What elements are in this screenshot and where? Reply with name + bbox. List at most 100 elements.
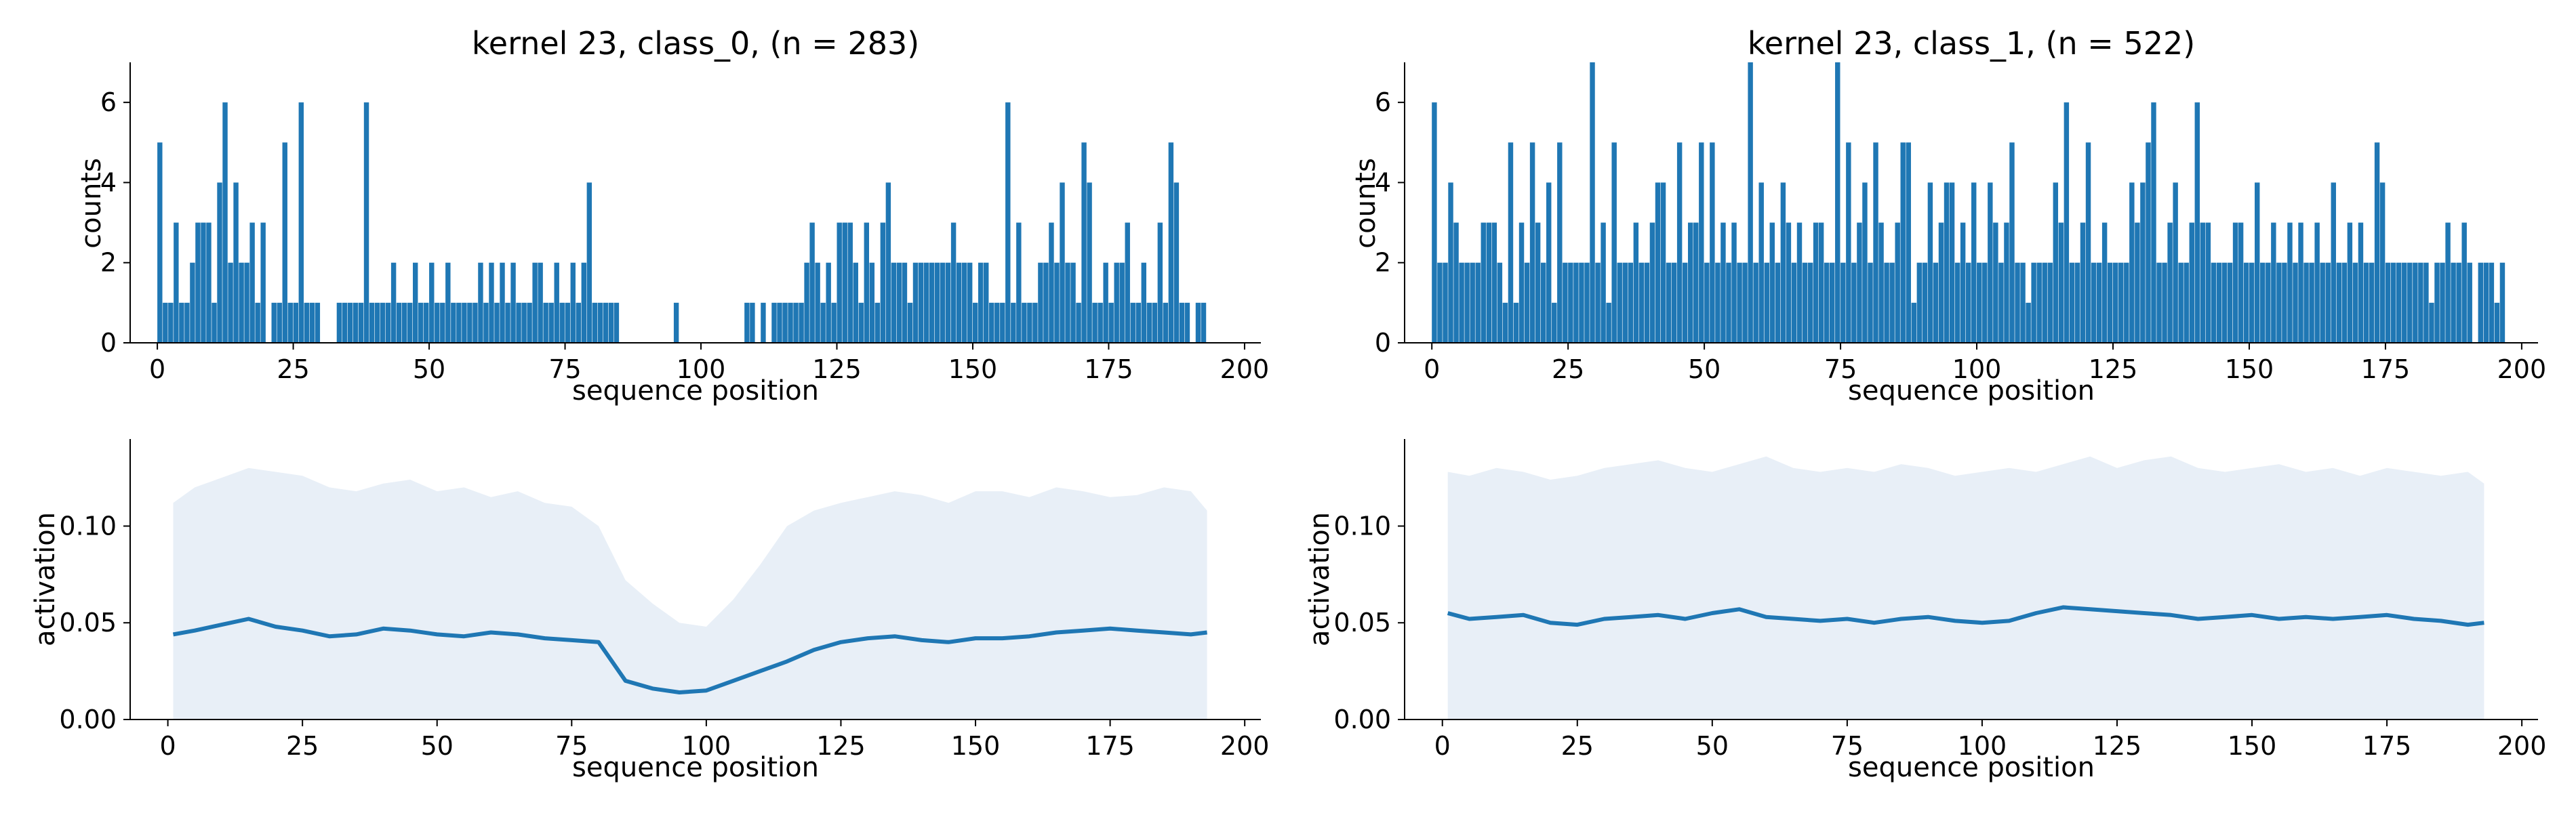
histogram-bar bbox=[1802, 262, 1808, 343]
histogram-bar bbox=[1049, 222, 1054, 343]
histogram-bar bbox=[1824, 262, 1830, 343]
histogram-bar bbox=[1796, 222, 1803, 343]
histogram-bar bbox=[260, 222, 266, 343]
histogram-bar bbox=[956, 262, 962, 343]
histogram-bar bbox=[2173, 182, 2178, 343]
histogram-bar bbox=[1535, 222, 1541, 343]
histogram-bar bbox=[918, 262, 924, 343]
histogram-bar bbox=[1087, 182, 1092, 343]
histogram-bar bbox=[369, 302, 375, 343]
axes: 0 25 50 75 100 125 150 175 200 0 2 4 6 bbox=[100, 62, 1269, 384]
histogram-bar bbox=[1857, 222, 1862, 343]
histogram-bar bbox=[1813, 222, 1819, 343]
histogram-bar bbox=[1988, 182, 1993, 343]
histogram-bar bbox=[358, 302, 364, 343]
histogram-bar bbox=[2390, 262, 2396, 343]
y-tick-label: 0.00 bbox=[1333, 705, 1391, 734]
histogram-bar bbox=[1606, 302, 1611, 343]
histogram-bar bbox=[174, 222, 179, 343]
y-tick-label: 0.10 bbox=[59, 511, 117, 541]
histogram-bar bbox=[2026, 302, 2031, 343]
histogram-bar bbox=[1173, 182, 1180, 343]
histogram-bar bbox=[896, 262, 902, 343]
histogram-bar bbox=[1563, 262, 1568, 343]
histogram-bar bbox=[2347, 222, 2353, 343]
histogram-bar bbox=[2178, 262, 2183, 343]
histogram-bar bbox=[1065, 262, 1070, 343]
axes: 0 25 50 75 100 125 150 175 200 0.00 0.05 0.10 bbox=[59, 439, 1269, 761]
x-tick-label: 150 bbox=[2225, 354, 2274, 384]
histogram-bar bbox=[1922, 262, 1928, 343]
histogram-bar bbox=[1628, 262, 1634, 343]
histogram-bar bbox=[532, 262, 538, 343]
y-axis-label: activation bbox=[1304, 512, 1335, 646]
histogram-bar bbox=[2031, 262, 2036, 343]
x-tick-label: 25 bbox=[1561, 731, 1594, 761]
histogram-bar bbox=[961, 262, 967, 343]
histogram-bar bbox=[2113, 262, 2118, 343]
histogram-bar bbox=[1889, 262, 1895, 343]
histogram-bar bbox=[1617, 262, 1622, 343]
histogram-bar bbox=[244, 262, 249, 343]
histogram-bar bbox=[2478, 262, 2484, 343]
histogram-bar bbox=[494, 302, 500, 343]
histogram-bar bbox=[2336, 262, 2342, 343]
histogram-bar bbox=[201, 222, 206, 343]
histogram-bar bbox=[1518, 222, 1525, 343]
histogram-bar bbox=[2080, 222, 2086, 343]
histogram-bar bbox=[2118, 262, 2124, 343]
x-tick-label: 75 bbox=[1824, 354, 1857, 384]
histogram-bar bbox=[592, 302, 598, 343]
histogram-bar bbox=[342, 302, 348, 343]
histogram-bar bbox=[336, 302, 342, 343]
histogram-bar bbox=[847, 222, 853, 343]
histogram-bar bbox=[744, 302, 750, 343]
histogram-bar bbox=[184, 302, 190, 343]
x-tick-label: 150 bbox=[951, 731, 1001, 761]
histogram-bar bbox=[673, 302, 679, 343]
histogram-bar bbox=[1601, 222, 1606, 343]
histogram-bar bbox=[1840, 262, 1846, 343]
histogram-bar bbox=[603, 302, 609, 343]
histogram-bar bbox=[505, 302, 510, 343]
histogram-bar bbox=[972, 302, 978, 343]
histogram-bar bbox=[543, 302, 548, 343]
x-tick-label: 50 bbox=[413, 354, 445, 384]
histogram-bar bbox=[1835, 62, 1840, 343]
histogram-bar bbox=[989, 302, 994, 343]
histogram-bar bbox=[1818, 222, 1824, 343]
histogram-bar bbox=[1676, 142, 1683, 343]
histogram-bar bbox=[1911, 302, 1917, 343]
histogram-bar bbox=[222, 102, 228, 343]
histogram-bar bbox=[1595, 262, 1601, 343]
histogram-bar bbox=[396, 302, 402, 343]
histogram-bar bbox=[853, 262, 858, 343]
y-tick-label: 2 bbox=[1375, 248, 1391, 278]
histogram-bar bbox=[750, 302, 755, 343]
histogram-bar bbox=[1027, 302, 1032, 343]
histogram-bar bbox=[2085, 142, 2091, 343]
x-tick-label: 125 bbox=[816, 731, 866, 761]
histogram-bar bbox=[1103, 262, 1108, 343]
histogram-bar bbox=[1758, 182, 1764, 343]
histogram-bar bbox=[2243, 262, 2249, 343]
histogram-bar bbox=[1954, 262, 1960, 343]
histogram-bar bbox=[2124, 262, 2129, 343]
histogram-bar bbox=[1060, 182, 1065, 343]
histogram-bar bbox=[1807, 262, 1813, 343]
y-tick-label: 0 bbox=[1375, 328, 1391, 358]
activation-spread-band bbox=[1447, 456, 2484, 720]
histogram-bar bbox=[2456, 262, 2461, 343]
histogram-bar bbox=[1633, 222, 1639, 343]
histogram-bar bbox=[2287, 222, 2293, 343]
histogram-bar bbox=[1873, 142, 1878, 343]
histogram-bar bbox=[880, 222, 886, 343]
histogram-bar bbox=[934, 262, 940, 343]
histogram-bar bbox=[2058, 222, 2064, 343]
histogram-bar bbox=[2216, 262, 2222, 343]
histogram-bar bbox=[1432, 102, 1437, 343]
histogram-bar bbox=[777, 302, 782, 343]
histogram-bar bbox=[462, 302, 467, 343]
histogram-bar bbox=[761, 302, 766, 343]
histogram-bar bbox=[2352, 262, 2358, 343]
